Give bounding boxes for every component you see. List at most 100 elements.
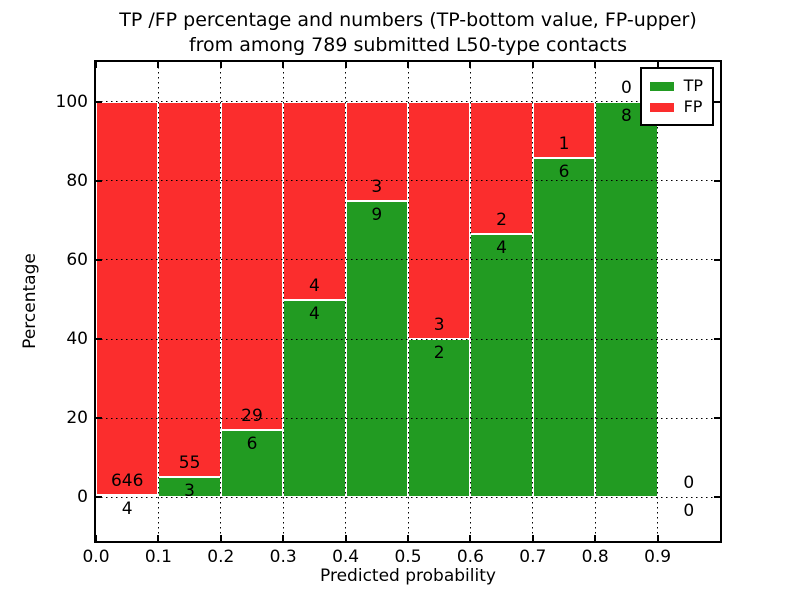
xtick-label-0.5: 0.5 [394,547,422,567]
tick-top-0.9 [656,62,659,68]
tp-count-bin4: 9 [371,204,383,225]
xtick-label-0.1: 0.1 [144,547,172,567]
tick-right-20 [714,417,720,420]
tick-bottom-0.3 [282,535,285,541]
ytick-label-60: 60 [66,249,88,270]
tick-left-80 [96,179,102,182]
bar-segment-tp-bin0 [96,495,159,498]
xtick-label-0.2: 0.2 [207,547,235,567]
tp-count-bin1: 3 [184,480,196,501]
bar-segment-tp-bin1 [158,476,221,498]
xtick-label-0.0: 0.0 [82,547,110,567]
gridline-x-0.5 [407,62,409,541]
tick-left-100 [96,100,102,103]
tick-right-100 [714,100,720,103]
bar-segment-fp-bin0 [96,101,159,495]
chart-title-line1: TP /FP percentage and numbers (TP-bottom… [119,9,697,31]
fp-count-bin6: 2 [496,209,508,230]
gridline-x-0.4 [345,62,347,541]
tick-bottom-0.1 [157,535,160,541]
gridline-x-0.9 [657,62,659,541]
fp-count-bin5: 3 [433,315,445,336]
bar-segment-tp-bin3 [283,299,346,498]
tick-left-60 [96,258,102,261]
legend-entry-tp: TP [649,76,703,95]
bar-segment-tp-bin4 [345,200,408,498]
tick-top-0.8 [594,62,597,68]
tp-count-bin6: 4 [496,237,508,258]
tick-bottom-0.7 [531,535,534,541]
xtick-label-0.9: 0.9 [644,547,672,567]
ytick-label-40: 40 [66,329,88,350]
legend-label-tp: TP [683,76,703,95]
tick-top-0.3 [282,62,285,68]
tick-top-0.1 [157,62,160,68]
tick-right-80 [714,179,720,182]
chart-title: TP /FP percentage and numbers (TP-bottom… [96,8,720,58]
plot-inner: TP FP 646 4 55 3 29 6 4 4 3 9 3 2 2 4 1 6 0 8 0 0 [95,62,720,541]
bar-segment-fp-bin7 [532,101,596,159]
fp-count-bin2: 29 [241,405,263,426]
gridline-x-0.2 [220,62,222,541]
bar-segment-fp-bin5 [408,101,471,340]
tick-left-40 [96,338,102,341]
gridline-x-0.7 [532,62,534,541]
fp-count-bin1: 55 [178,452,201,473]
tick-top-0.6 [469,62,472,68]
tick-top-0.2 [219,62,222,68]
bar-segment-fp-bin2 [220,101,284,430]
ytick-label-20: 20 [66,408,88,429]
xtick-label-0.7: 0.7 [519,547,547,567]
tick-top-0.5 [407,62,409,68]
tick-right-0 [714,496,720,499]
tick-bottom-0 [95,535,97,541]
fp-count-bin7: 1 [558,134,570,155]
bar-segment-tp-bin7 [532,158,596,498]
tp-count-bin2: 6 [246,433,258,454]
xtick-label-0.3: 0.3 [269,547,297,567]
legend: TP FP [639,67,714,126]
bar-segment-fp-bin4 [345,101,408,201]
tick-bottom-0.6 [469,535,472,541]
gridline-x-0.3 [282,62,284,541]
chart-title-line2: from among 789 submitted L50-type contac… [188,34,628,56]
plot-area: TP FP 646 4 55 3 29 6 4 4 3 9 3 2 2 4 1 6 0 8 0 0 [94,60,722,543]
fp-count-bin9: 0 [683,473,695,494]
bar-segment-tp-bin8 [595,101,658,498]
fp-count-bin0: 646 [110,471,144,492]
fp-count-bin3: 4 [308,275,320,296]
tick-bottom-0.8 [594,535,597,541]
xtick-label-0.4: 0.4 [332,547,360,567]
y-axis-label: Percentage [20,253,40,349]
tick-bottom-0.4 [344,535,347,541]
tick-left-20 [96,417,102,420]
tick-top-0.4 [344,62,347,68]
ytick-label-0: 0 [77,487,88,508]
tp-count-bin5: 2 [433,343,445,364]
legend-label-fp: FP [683,97,703,116]
fp-count-bin8: 0 [620,77,632,98]
gridline-x-0.1 [157,62,159,541]
gridline-x-0.6 [469,62,471,541]
tick-bottom-0.5 [407,535,409,541]
tick-left-0 [96,496,102,499]
bar-segment-tp-bin6 [470,233,533,498]
bar-segment-fp-bin3 [283,101,346,300]
bar-segment-tp-bin2 [220,429,284,498]
gridline-x-0.8 [594,62,596,541]
tick-right-40 [714,338,720,341]
tp-count-bin7: 6 [558,162,570,183]
tp-count-bin8: 8 [620,105,632,126]
xtick-label-0.8: 0.8 [581,547,609,567]
x-axis-label: Predicted probability [320,566,496,586]
tick-top-0.7 [531,62,534,68]
fp-count-bin4: 3 [371,176,383,197]
legend-swatch-tp-icon [649,81,674,91]
ytick-label-80: 80 [66,170,88,191]
tp-count-bin9: 0 [683,501,695,522]
xtick-label-0.6: 0.6 [456,547,484,567]
tick-right-60 [714,258,720,261]
bar-segment-fp-bin1 [158,101,221,477]
ytick-label-100: 100 [55,91,88,112]
tick-top-0 [95,62,97,68]
